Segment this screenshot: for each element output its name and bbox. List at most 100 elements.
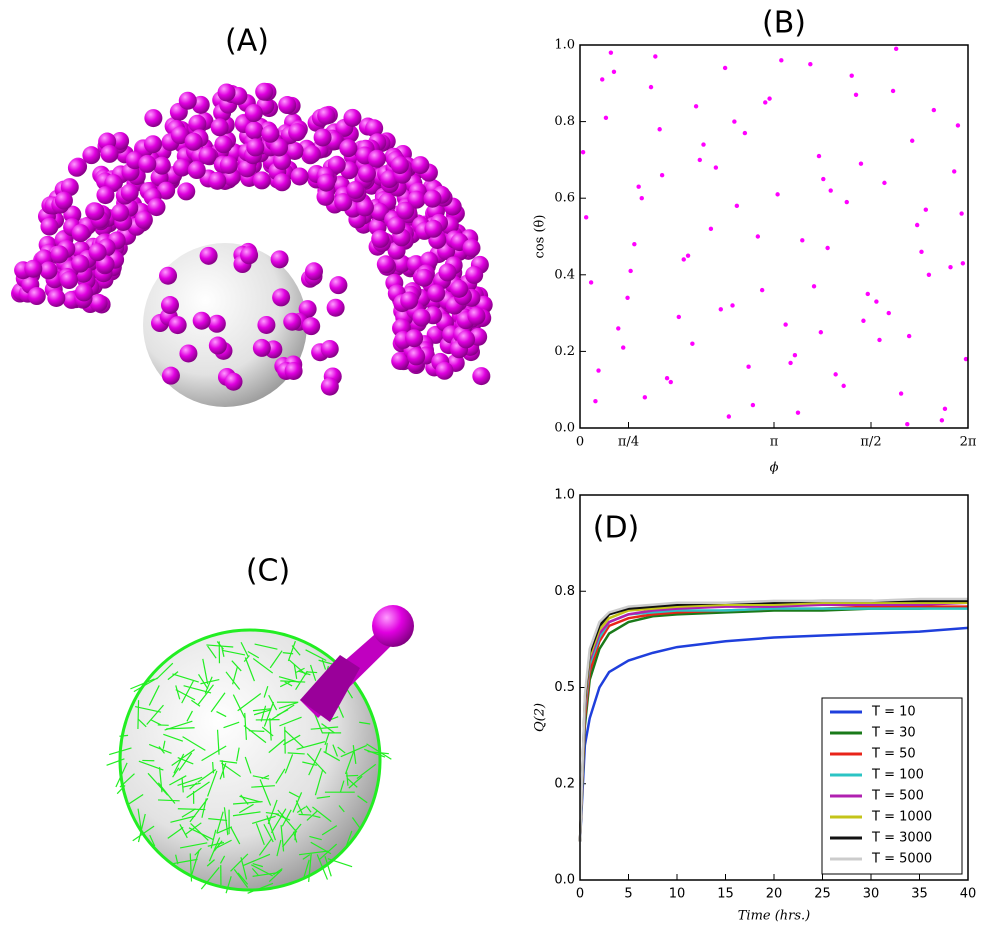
bead <box>199 246 218 265</box>
bead <box>252 338 271 357</box>
filament <box>149 834 156 847</box>
bead <box>138 154 157 173</box>
filament <box>243 655 250 663</box>
filament <box>268 738 286 754</box>
bead <box>71 224 90 243</box>
filament <box>232 811 261 817</box>
filament <box>232 667 238 685</box>
bead <box>208 336 227 355</box>
filament <box>314 769 324 796</box>
point <box>685 253 691 258</box>
filament <box>263 685 269 698</box>
point <box>816 153 822 159</box>
bead <box>424 219 443 238</box>
bead <box>50 245 69 264</box>
bead <box>346 180 365 199</box>
y-tick-label: 0.6 <box>554 191 575 206</box>
filament <box>191 699 201 707</box>
point <box>580 150 586 155</box>
filament <box>344 750 355 775</box>
filament <box>332 744 339 757</box>
filament <box>181 808 196 818</box>
point <box>811 284 817 289</box>
series-line <box>578 601 968 842</box>
bead <box>144 109 163 128</box>
bead <box>255 82 274 101</box>
point <box>923 207 929 212</box>
filament <box>177 808 206 811</box>
bead <box>161 366 180 385</box>
point <box>905 421 910 427</box>
point <box>919 249 924 255</box>
bead <box>198 146 217 165</box>
filament <box>158 799 180 802</box>
point <box>657 127 662 132</box>
bead <box>435 361 454 380</box>
point <box>858 161 864 166</box>
bead <box>159 266 178 285</box>
point <box>861 318 866 323</box>
bead <box>187 161 206 180</box>
bead <box>89 293 108 312</box>
filament <box>293 664 298 680</box>
filament <box>213 840 223 852</box>
point <box>664 376 670 381</box>
filament <box>277 809 298 833</box>
y-axis-label: Q(2) <box>533 703 548 732</box>
filament <box>189 782 198 790</box>
filament <box>182 736 206 751</box>
filament <box>212 761 215 774</box>
y-tick-label: 1.0 <box>554 488 575 503</box>
point <box>825 245 830 251</box>
chart-title: (B) <box>762 6 806 41</box>
bead <box>168 316 187 335</box>
filament <box>359 721 371 725</box>
filament <box>258 838 272 856</box>
bead <box>329 276 348 295</box>
filament <box>284 681 293 687</box>
filament <box>268 869 283 882</box>
sphere-rim <box>118 628 382 892</box>
point <box>906 333 912 339</box>
legend-label: T = 50 <box>871 747 916 762</box>
filament <box>230 853 249 872</box>
bead <box>423 189 442 208</box>
filament <box>310 726 339 730</box>
filament <box>269 718 272 741</box>
legend-label: T = 30 <box>871 726 916 741</box>
bead <box>40 217 59 236</box>
point <box>942 406 948 412</box>
filament <box>208 837 221 862</box>
point <box>681 257 686 262</box>
bead <box>355 198 374 217</box>
filament <box>225 671 241 690</box>
bead <box>54 191 73 210</box>
point <box>775 192 780 197</box>
filament <box>223 721 240 729</box>
filament <box>219 855 226 864</box>
filament <box>302 859 310 880</box>
filament <box>263 701 275 727</box>
filament <box>223 807 229 836</box>
bead <box>246 138 265 157</box>
filament <box>166 727 195 730</box>
bead <box>152 156 171 175</box>
filament <box>310 841 332 855</box>
filament <box>324 855 332 877</box>
bead <box>334 193 353 212</box>
bead <box>39 261 58 280</box>
filament <box>137 718 147 728</box>
point <box>853 92 859 97</box>
filament <box>147 772 169 796</box>
filament <box>282 823 302 848</box>
filament <box>238 803 254 814</box>
bead <box>157 181 176 200</box>
filament <box>255 823 265 845</box>
filament <box>251 815 276 825</box>
point <box>659 173 665 178</box>
series-line <box>578 597 968 842</box>
filament <box>284 754 294 774</box>
bead <box>224 372 243 391</box>
point <box>755 234 761 239</box>
filament <box>356 763 377 780</box>
